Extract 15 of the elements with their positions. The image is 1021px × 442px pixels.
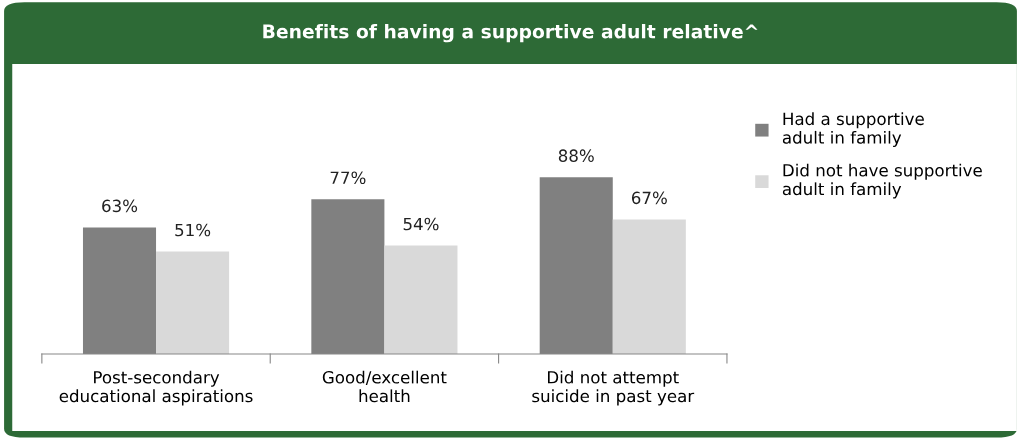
legend-label: Had a supportive adult in family bbox=[782, 112, 924, 148]
data-label: 67% bbox=[631, 191, 667, 205]
legend-label: Did not have supportive adult in family bbox=[782, 163, 982, 199]
data-label: 88% bbox=[558, 149, 594, 162]
x-tick-label: Good/excellent health bbox=[322, 370, 447, 403]
data-label: 51% bbox=[175, 223, 211, 237]
data-label: 63% bbox=[102, 199, 138, 213]
x-tick-label: Post-secondary educational aspirations bbox=[59, 370, 253, 406]
bar bbox=[612, 219, 686, 355]
x-tick-label: Did not attempt suicide in past year bbox=[532, 370, 695, 406]
bar bbox=[384, 245, 458, 355]
data-label: 54% bbox=[403, 217, 439, 231]
chart-title: Benefits of having a supportive adult relative^ bbox=[263, 24, 758, 43]
bar bbox=[156, 251, 230, 355]
data-label: 77% bbox=[330, 171, 366, 185]
